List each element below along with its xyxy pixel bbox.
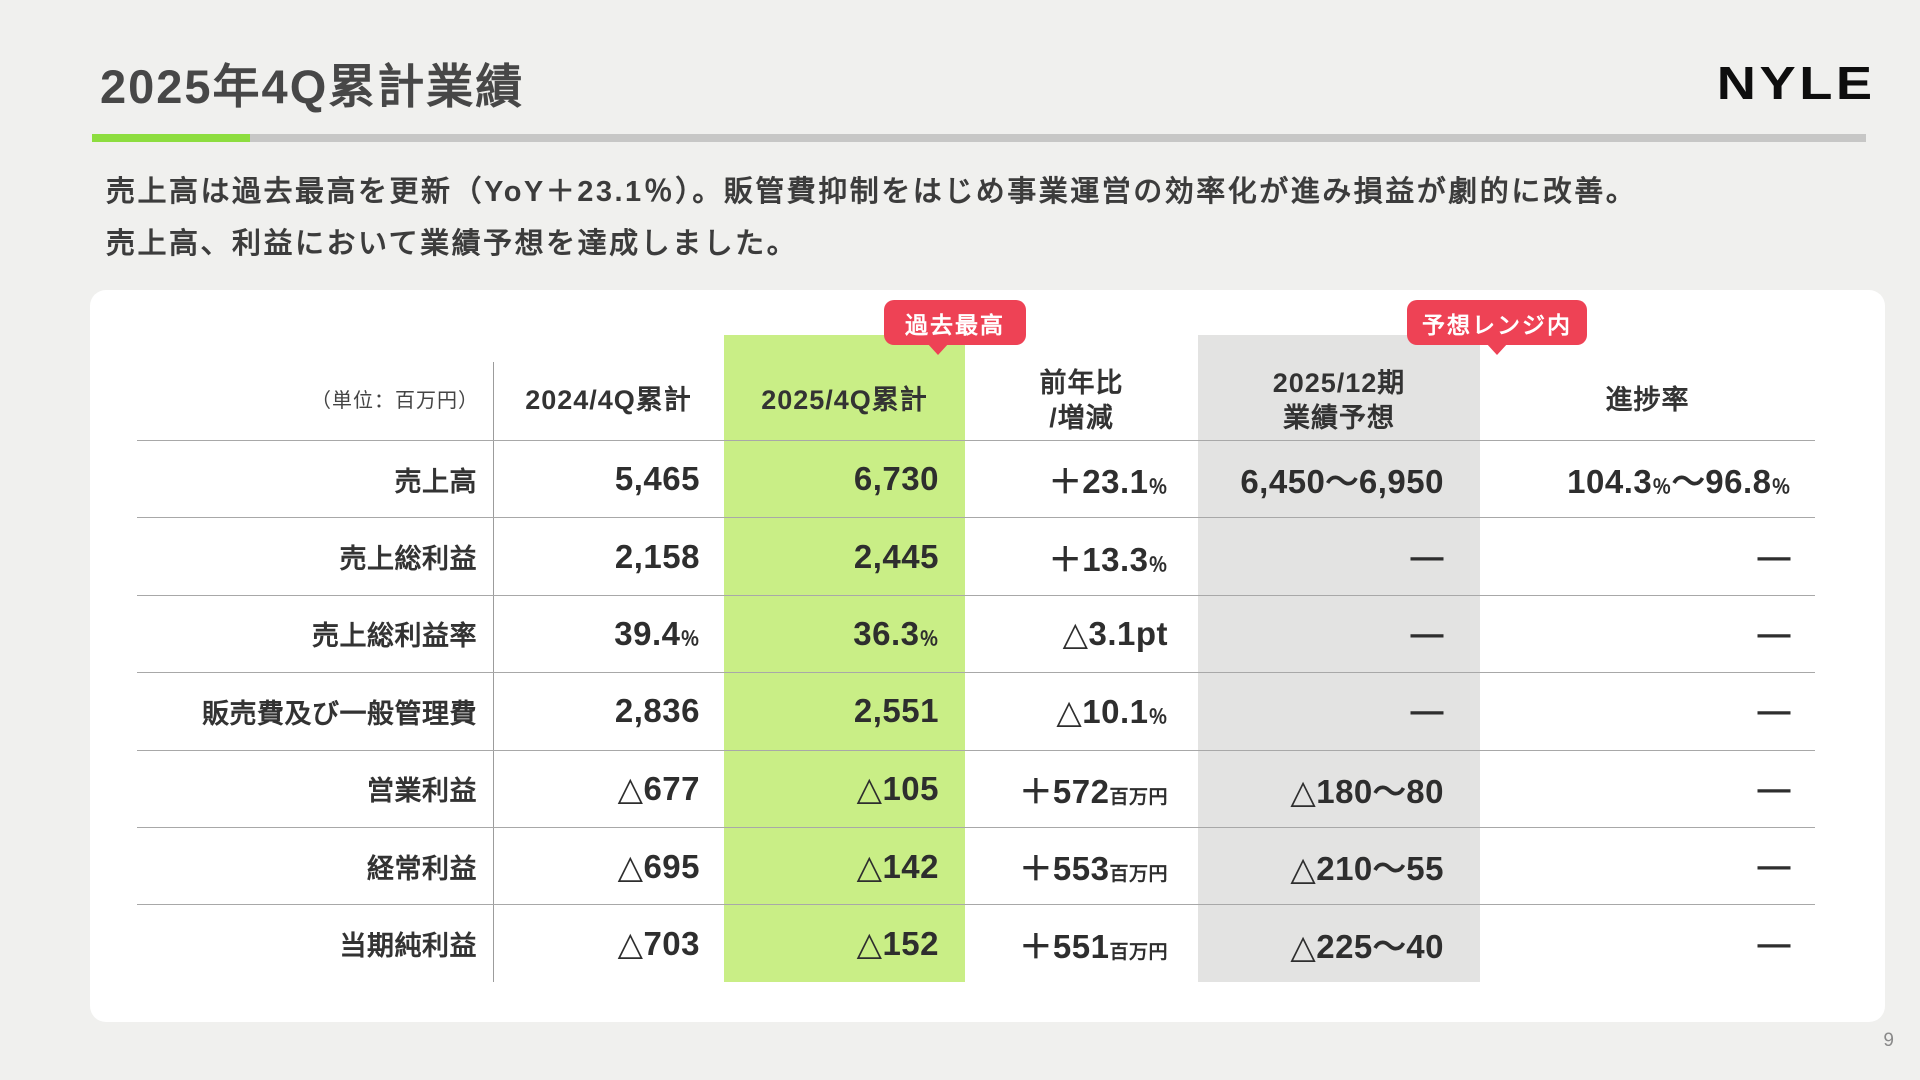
table-cell-progress: —	[1757, 769, 1791, 807]
table-cell-fy2024: △677	[617, 770, 700, 808]
table-cell-progress: —	[1757, 614, 1791, 652]
table-vertical-divider	[493, 362, 494, 982]
table-cell-forecast: △210～55	[1290, 850, 1444, 888]
table-cell-yoy: ＋13.3％	[1048, 540, 1168, 578]
table-cell-progress: —	[1757, 537, 1791, 575]
table-cell-fy2024: 39.4％	[614, 614, 700, 652]
row-label: 営業利益	[367, 776, 477, 807]
page-number: 9	[1883, 1030, 1894, 1051]
table-rows: 売上高 5,465 6,730 ＋23.1％ 6,450～6,950 104.3％～96.…	[137, 440, 1815, 982]
table-cell-progress: —	[1757, 847, 1791, 885]
within-forecast-badge: 予想レンジ内	[1407, 300, 1587, 355]
highlight-column-forecast	[1198, 335, 1480, 982]
table-cell-fy2025: △152	[856, 925, 939, 963]
column-header-2024: 2024/4Q累計	[525, 385, 692, 416]
record-high-badge: 過去最高	[884, 300, 1026, 355]
lead-text: 売上高は過去最高を更新（YoY＋23.1％）。販管費抑制をはじめ事業運営の効率化…	[106, 166, 1637, 270]
row-label: 売上総利益	[339, 544, 477, 575]
column-header-forecast: 2025/12期 業績予想	[1272, 367, 1406, 433]
table-cell-forecast: △225～40	[1290, 927, 1444, 965]
table-cell-fy2024: 2,836	[614, 692, 700, 730]
table-cell-fy2024: 2,158	[614, 537, 700, 575]
table-cell-yoy: △10.1％	[1056, 692, 1168, 730]
table-cell-progress: 104.3％～96.8％	[1567, 463, 1791, 501]
table-cell-fy2025: △142	[856, 847, 939, 885]
table-cell-yoy: △3.1pt	[1062, 615, 1168, 653]
table-cell-forecast: △180～80	[1290, 772, 1444, 810]
table-cell-forecast: —	[1410, 614, 1444, 652]
company-logo: NYLE	[1717, 57, 1876, 109]
table-cell-fy2025: △105	[856, 770, 939, 808]
table-row: 当期純利益 △703 △152 ＋551百万円 △225～40 —	[137, 904, 1815, 981]
row-label: 販売費及び一般管理費	[202, 698, 477, 729]
title-underline-accent	[92, 134, 250, 142]
row-label: 当期純利益	[339, 931, 477, 962]
table-cell-progress: —	[1757, 692, 1791, 730]
highlight-column-2025	[724, 335, 965, 982]
title-underline	[92, 134, 1866, 142]
table-row: 売上総利益率 39.4％ 36.3％ △3.1pt — —	[137, 594, 1815, 672]
column-header-2025: 2025/4Q累計	[761, 385, 928, 416]
table-row: 経常利益 △695 △142 ＋553百万円 △210～55 —	[137, 826, 1815, 904]
table-row: 営業利益 △677 △105 ＋572百万円 △180～80 —	[137, 749, 1815, 827]
lead-line-2: 売上高、利益において業績予想を達成しました。	[106, 228, 799, 261]
table-row: 販売費及び一般管理費 2,836 2,551 △10.1％ — —	[137, 672, 1815, 749]
table-cell-fy2024: △695	[617, 847, 700, 885]
results-card: （単位：百万円） 2024/4Q累計 2025/4Q累計 前年比 /増減 202…	[90, 290, 1885, 1022]
table-cell-yoy: ＋23.1％	[1048, 463, 1168, 501]
row-label: 経常利益	[367, 853, 477, 884]
results-table: （単位：百万円） 2024/4Q累計 2025/4Q累計 前年比 /増減 202…	[137, 362, 1815, 982]
table-cell-yoy: ＋553百万円	[1019, 850, 1168, 888]
table-cell-forecast: 6,450～6,950	[1240, 463, 1444, 501]
column-header-progress: 進捗率	[1605, 385, 1690, 416]
column-header-yoy: 前年比 /増減	[1039, 367, 1124, 433]
table-cell-fy2025: 6,730	[853, 460, 939, 498]
table-row: 売上高 5,465 6,730 ＋23.1％ 6,450～6,950 104.3％～96.…	[137, 440, 1815, 517]
page-title: 2025年4Q累計業績	[100, 60, 525, 113]
table-cell-yoy: ＋551百万円	[1019, 927, 1168, 965]
table-row: 売上総利益 2,158 2,445 ＋13.3％ — —	[137, 517, 1815, 594]
table-cell-fy2025: 2,445	[853, 537, 939, 575]
table-header-row: （単位：百万円） 2024/4Q累計 2025/4Q累計 前年比 /増減 202…	[137, 362, 1815, 440]
row-label: 売上総利益率	[312, 621, 477, 652]
table-cell-yoy: ＋572百万円	[1019, 772, 1168, 810]
table-cell-fy2024: 5,465	[614, 460, 700, 498]
table-cell-fy2024: △703	[617, 925, 700, 963]
table-cell-fy2025: 36.3％	[853, 614, 939, 652]
unit-note: （単位：百万円）	[311, 390, 479, 412]
table-cell-progress: —	[1757, 924, 1791, 962]
table-cell-forecast: —	[1410, 692, 1444, 730]
lead-line-1: 売上高は過去最高を更新（YoY＋23.1％）。販管費抑制をはじめ事業運営の効率化…	[106, 176, 1638, 208]
row-label: 売上高	[394, 466, 477, 497]
table-cell-forecast: —	[1410, 537, 1444, 575]
table-cell-fy2025: 2,551	[853, 692, 939, 730]
